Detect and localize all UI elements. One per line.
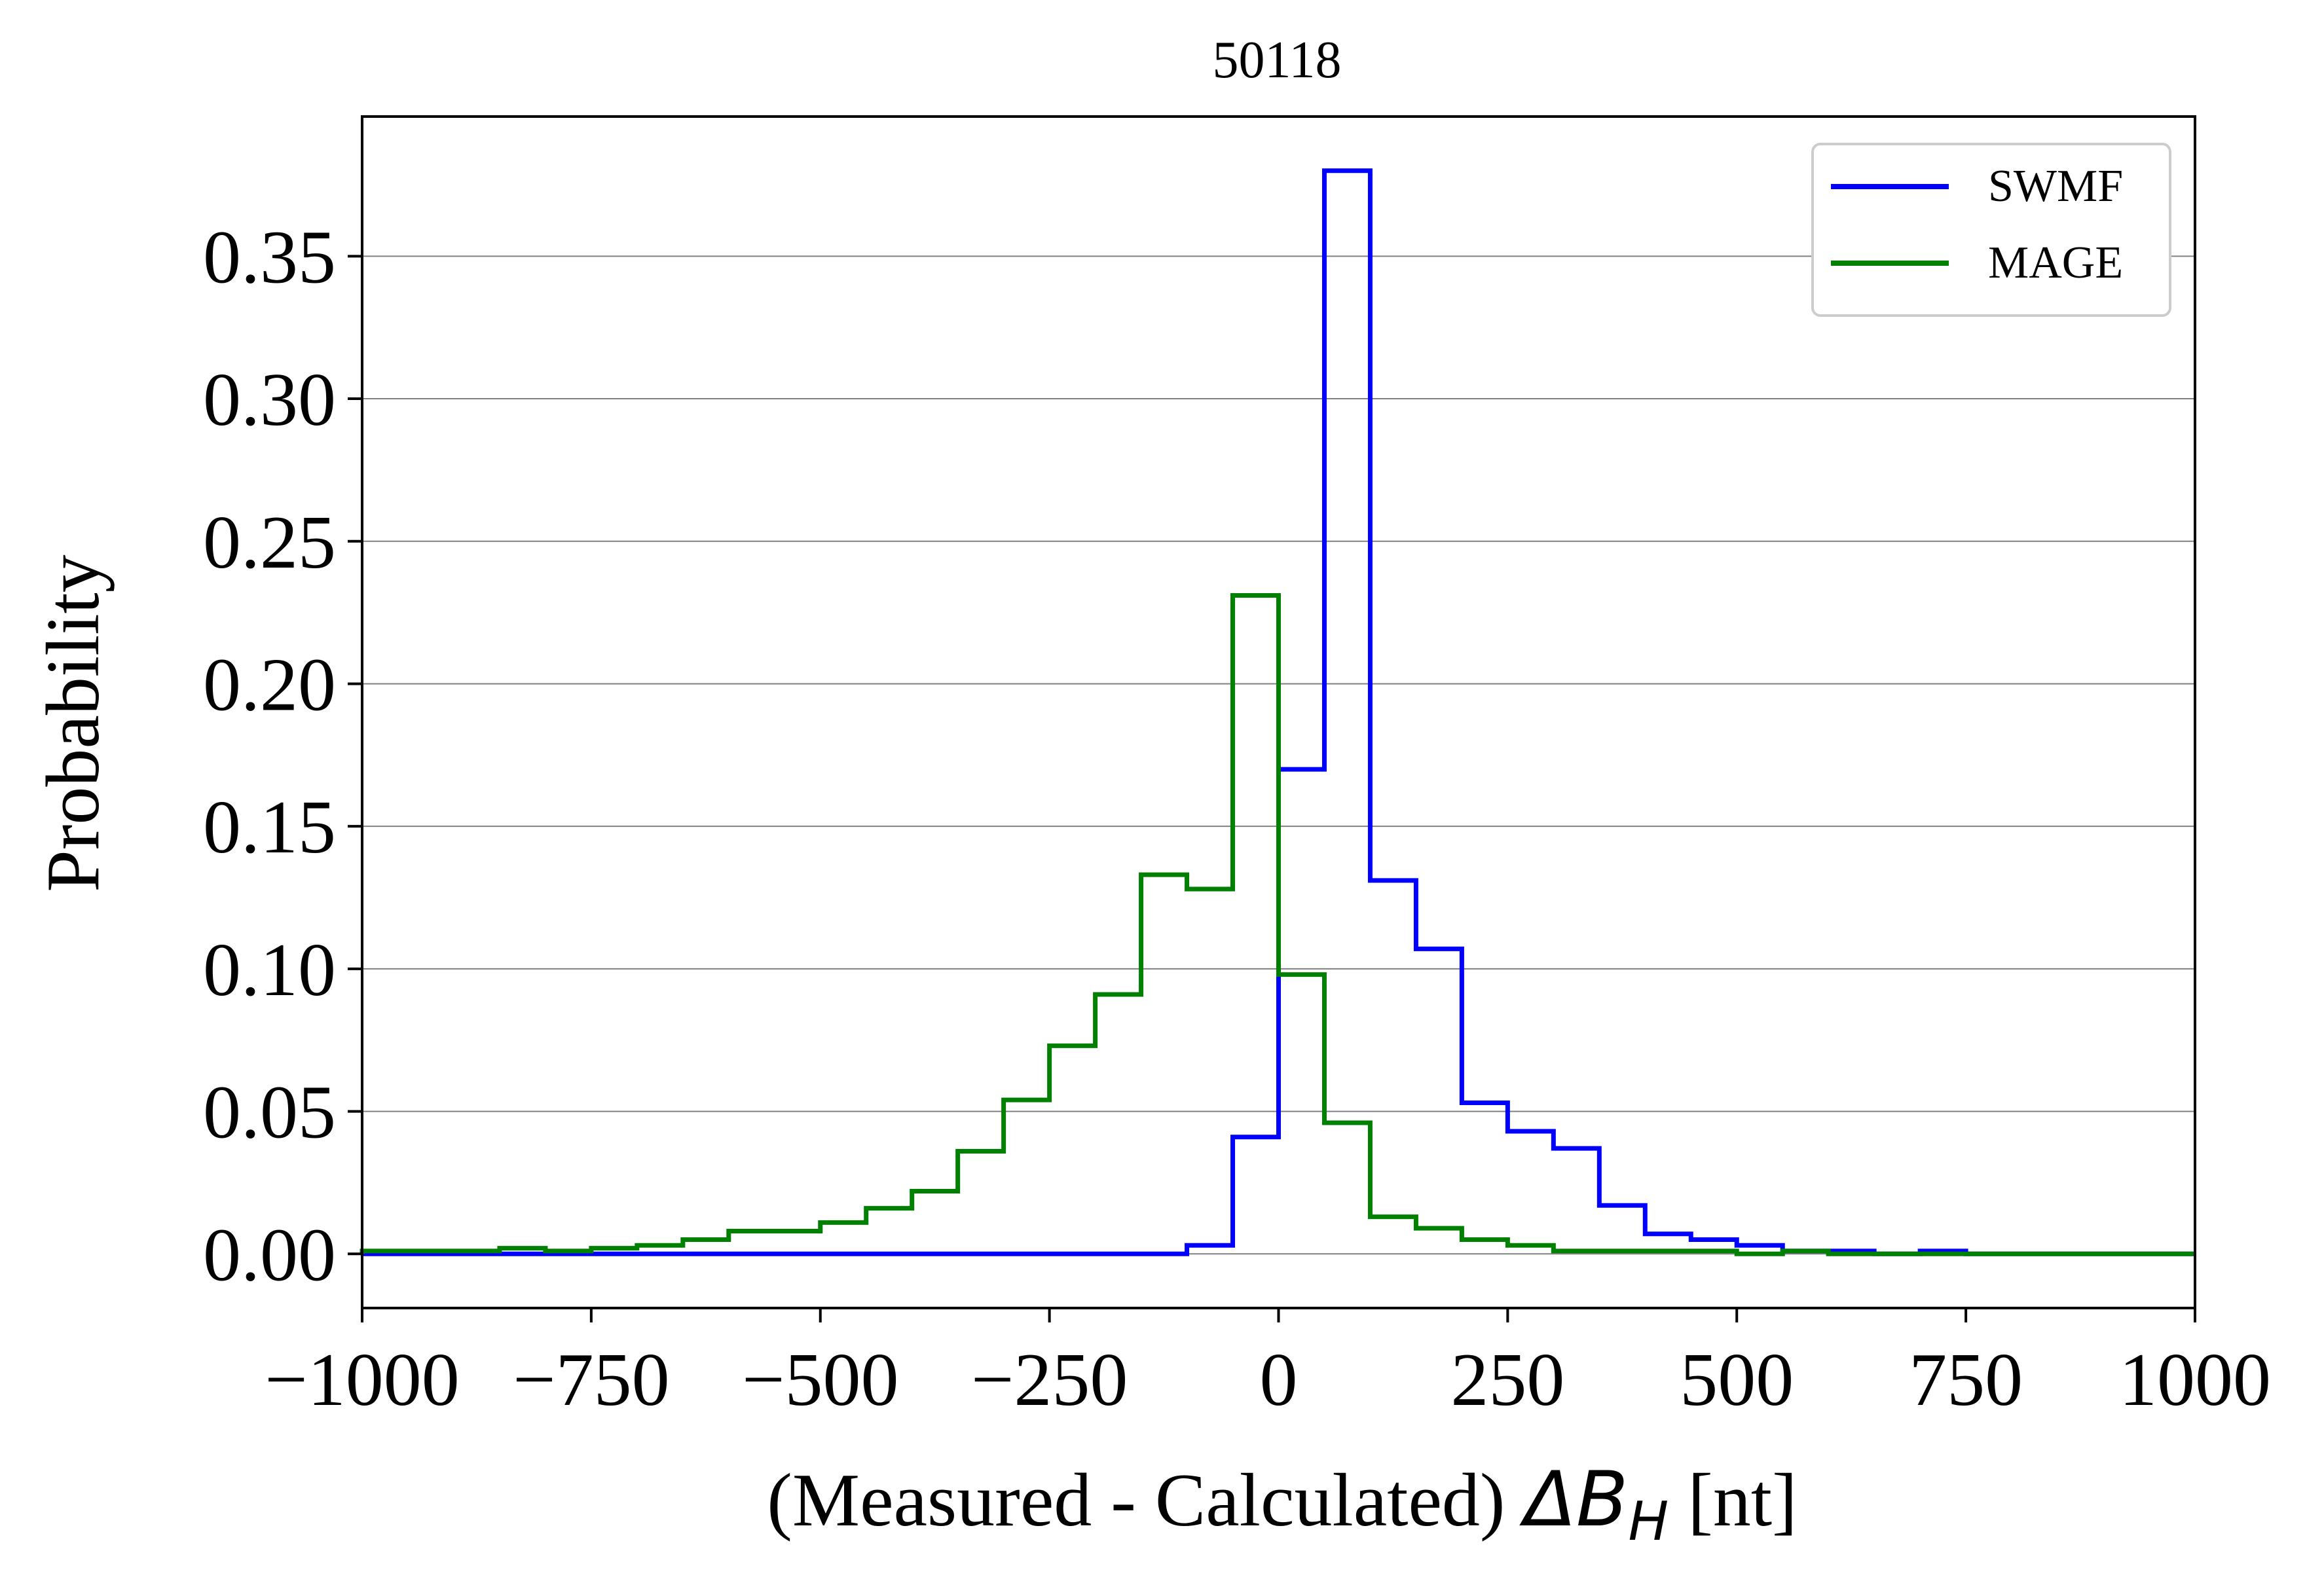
y-tick-label: 0.00: [203, 1213, 336, 1297]
x-axis-label-subscript: H: [1629, 1491, 1669, 1553]
x-tick-label: 750: [1909, 1338, 2023, 1422]
y-tick-label: 0.35: [203, 215, 336, 299]
y-tick-label: 0.10: [203, 928, 336, 1012]
x-tick-label: −250: [971, 1338, 1128, 1422]
y-tick-label: 0.15: [203, 786, 336, 869]
x-tick-label: −500: [742, 1338, 898, 1422]
legend-label-swmf: SWMF: [1988, 161, 2123, 211]
y-tick-label: 0.20: [203, 643, 336, 727]
y-tick-label: 0.25: [203, 501, 336, 585]
legend-label-mage: MAGE: [1988, 238, 2123, 288]
y-tick-label: 0.30: [203, 358, 336, 442]
x-axis-label-prefix: (Measured - Calculated): [767, 1459, 1524, 1542]
axis-ticks: 0.00 0.05 0.10 0.15 0.20 0.25 0.30 0.35 −1000 −75…: [203, 215, 2271, 1422]
x-axis-label-delta: Δ: [1519, 1455, 1576, 1544]
legend: SWMF MAGE: [1811, 143, 2171, 317]
x-axis-label-symbol: B: [1576, 1455, 1629, 1544]
series-mage-line: [360, 592, 2195, 1256]
x-tick-label: −750: [513, 1338, 669, 1422]
x-tick-label: −1000: [265, 1338, 459, 1422]
y-tick-label: 0.05: [203, 1071, 336, 1155]
y-axis-label: Probability: [31, 555, 115, 892]
x-axis-label-suffix: [nt]: [1669, 1459, 1798, 1542]
x-axis-label: (Measured - Calculated) ΔBH [nt]: [767, 1455, 1797, 1553]
x-tick-label: 1000: [2119, 1338, 2271, 1422]
x-tick-label: 250: [1450, 1338, 1564, 1422]
chart-title: 50118: [1212, 31, 1341, 89]
series-group: [360, 168, 2195, 1256]
x-tick-label: 500: [1680, 1338, 1794, 1422]
x-tick-label: 0: [1260, 1338, 1298, 1422]
